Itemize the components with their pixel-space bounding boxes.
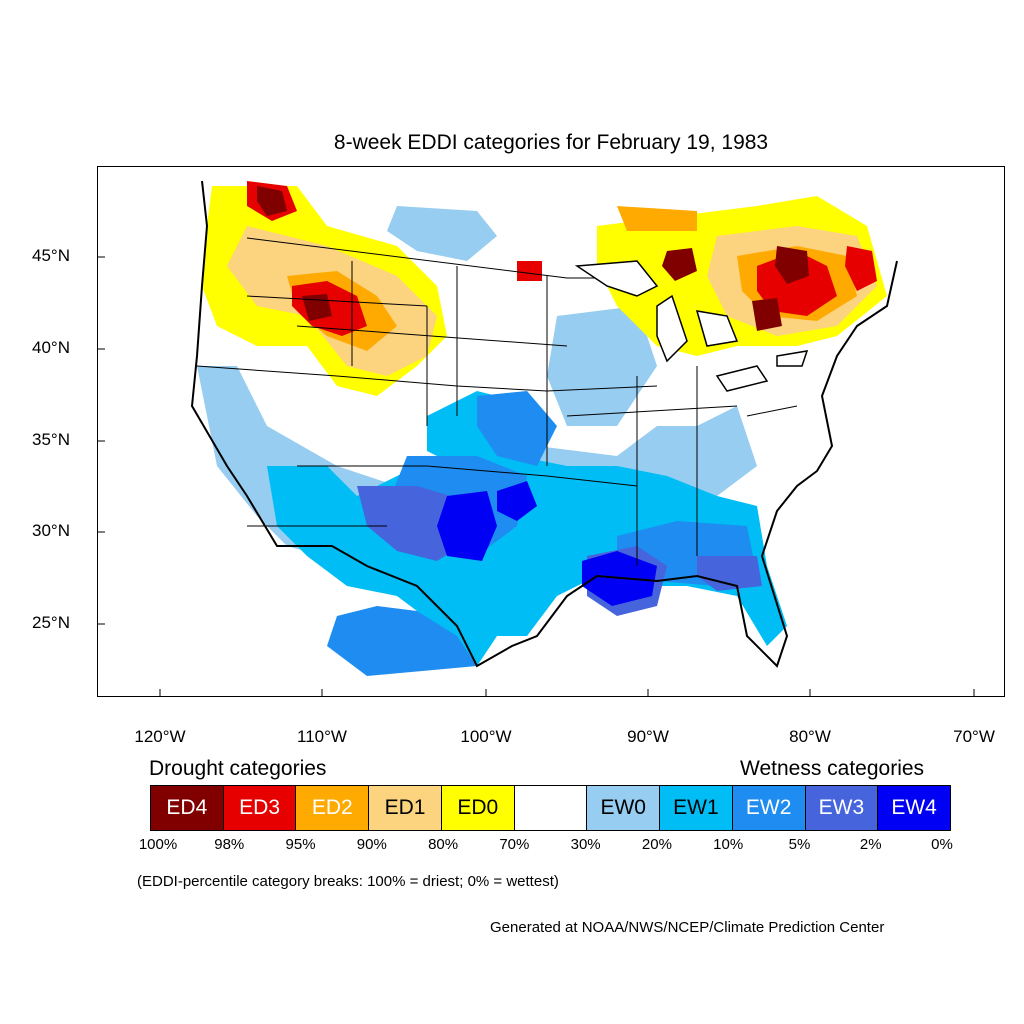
region-ew2-kansas [477, 391, 557, 466]
legend-break-label: 20% [641, 836, 672, 853]
region-ew0-midwest [547, 306, 657, 426]
legend-break-label: 100% [138, 836, 178, 853]
region-ew4-okla [497, 481, 537, 521]
lat-tick-label: 30°N [32, 521, 70, 540]
legend-break-label: 2% [859, 836, 882, 853]
legend-break-label: 0% [931, 836, 953, 853]
lat-tick-label: 45°N [32, 246, 70, 265]
legend-box-ed1: ED1 [368, 785, 442, 831]
eddi-map [97, 166, 1005, 697]
region-ew2 [327, 606, 477, 676]
region-ew3-georgia [697, 556, 762, 591]
legend-box-ed4: ED4 [150, 785, 224, 831]
drought-legend-title: Drought categories [149, 757, 327, 780]
region-ed4-quebec [775, 246, 809, 284]
legend-break-label: 80% [428, 836, 459, 853]
lon-tick-label: 120°W [134, 727, 186, 746]
wetness-legend-title: Wetness categories [740, 757, 925, 780]
lon-tick-label: 110°W [297, 727, 347, 746]
map-title: 8-week EDDI categories for February 19, … [333, 131, 769, 154]
region-ew4-texas [437, 491, 497, 561]
map-frame [97, 166, 1005, 697]
legend-break-label: 30% [570, 836, 601, 853]
region-ed2-ontario [617, 206, 697, 231]
great-lakes [574, 260, 809, 392]
region-ed3-maine [845, 246, 877, 291]
legend-break-label: 10% [713, 836, 744, 853]
lat-tick-label: 40°N [32, 338, 70, 357]
region-ed4-ontario [662, 248, 697, 281]
lon-tick-label: 80°W [789, 727, 831, 746]
legend-break-label: 90% [356, 836, 387, 853]
lat-tick-label: 25°N [32, 613, 70, 632]
category-note: (EDDI-percentile category breaks: 100% =… [137, 873, 559, 890]
legend-break-label: 98% [214, 836, 245, 853]
legend-box-ed3: ED3 [222, 785, 297, 831]
category-legend: ED4 ED3 ED2 ED1 ED0 EW0 EW1 EW2 EW3 EW4 [150, 785, 951, 831]
legend-box-ew1: EW1 [659, 785, 733, 831]
legend-box-ew3: EW3 [804, 785, 879, 831]
map-border [97, 166, 1005, 697]
legend-box-normal [513, 785, 588, 831]
region-ed4-ny [752, 298, 782, 331]
region-ew0-north [387, 206, 497, 261]
lon-tick-label: 90°W [627, 727, 669, 746]
region-ed3-minn [517, 261, 542, 281]
legend-break-label: 5% [788, 836, 811, 853]
lon-tick-label: 70°W [953, 727, 995, 746]
legend-break-label: 95% [285, 836, 316, 853]
lat-tick-label: 35°N [32, 430, 70, 449]
legend-break-label: 70% [499, 836, 530, 853]
coastline [190, 180, 898, 668]
credit-line: Generated at NOAA/NWS/NCEP/Climate Predi… [490, 919, 885, 936]
lon-tick-label: 100°W [460, 727, 512, 746]
legend-box-ew0: EW0 [586, 785, 661, 831]
region-ed4-bc [257, 186, 287, 216]
legend-box-ew2: EW2 [731, 785, 806, 831]
legend-box-ed2: ED2 [295, 785, 370, 831]
legend-box-ew4: EW4 [877, 785, 951, 831]
legend-box-ed0: ED0 [440, 785, 515, 831]
